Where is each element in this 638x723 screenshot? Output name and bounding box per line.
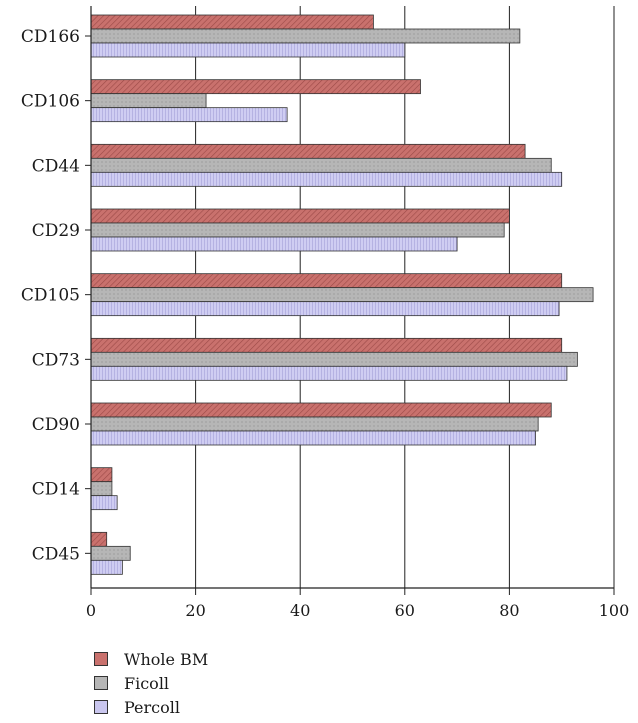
bar-cd73-ficoll (90, 351, 578, 367)
bar-cd106-whole-bm (90, 79, 421, 95)
tick-label-x-60: 60 (395, 601, 415, 620)
bar-cd105-ficoll (90, 287, 594, 303)
bar-cd106-ficoll (90, 93, 207, 109)
bar-cd90-whole-bm (90, 402, 552, 418)
bar-cd90-percoll (90, 430, 536, 446)
tick-label-x-40: 40 (290, 601, 310, 620)
bar-cd73-whole-bm (90, 337, 563, 353)
legend-swatch-whole-bm (94, 652, 108, 666)
category-label-cd105: CD105 (21, 286, 80, 306)
category-label-cd73: CD73 (32, 350, 80, 370)
bar-cd45-whole-bm (90, 531, 108, 547)
legend-swatch-percoll (94, 700, 108, 714)
bar-cd29-ficoll (90, 222, 505, 238)
category-label-cd29: CD29 (32, 221, 80, 241)
bar-cd44-whole-bm (90, 143, 526, 159)
bar-cd166-whole-bm (90, 14, 374, 30)
category-label-cd45: CD45 (32, 544, 80, 564)
bar-cd14-whole-bm (90, 467, 113, 483)
category-label-cd166: CD166 (21, 27, 80, 47)
bar-cd106-percoll (90, 107, 288, 123)
bar-cd14-ficoll (90, 481, 113, 497)
category-label-cd44: CD44 (32, 156, 80, 176)
bar-cd166-percoll (90, 42, 406, 58)
bar-cd45-percoll (90, 559, 123, 575)
bar-cd29-percoll (90, 236, 458, 252)
legend-label-whole-bm: Whole BM (124, 649, 209, 669)
tick-label-x-20: 20 (185, 601, 205, 620)
bar-cd166-ficoll (90, 28, 521, 44)
bar-cd105-whole-bm (90, 273, 563, 289)
tick-label-x-0: 0 (86, 601, 96, 620)
legend-item-whole-bm: Whole BM (94, 647, 208, 671)
legend-label-percoll: Percoll (124, 697, 180, 717)
bar-cd73-percoll (90, 365, 568, 381)
bar-cd44-percoll (90, 171, 563, 187)
bar-cd14-percoll (90, 495, 118, 511)
bar-cd105-percoll (90, 301, 560, 317)
tick-label-x-80: 80 (499, 601, 519, 620)
bar-cd90-ficoll (90, 416, 539, 432)
tick-label-x-100: 100 (599, 601, 630, 620)
category-label-cd90: CD90 (32, 415, 80, 435)
legend-item-percoll: Percoll (94, 695, 208, 719)
bar-cd44-ficoll (90, 157, 552, 173)
legend: Whole BM Ficoll Percoll (94, 647, 208, 719)
category-label-cd14: CD14 (32, 480, 80, 500)
category-label-cd106: CD106 (21, 92, 80, 112)
legend-swatch-ficoll (94, 676, 108, 690)
legend-item-ficoll: Ficoll (94, 671, 208, 695)
bar-cd29-whole-bm (90, 208, 510, 224)
bar-cd45-ficoll (90, 545, 131, 561)
legend-label-ficoll: Ficoll (124, 673, 170, 693)
